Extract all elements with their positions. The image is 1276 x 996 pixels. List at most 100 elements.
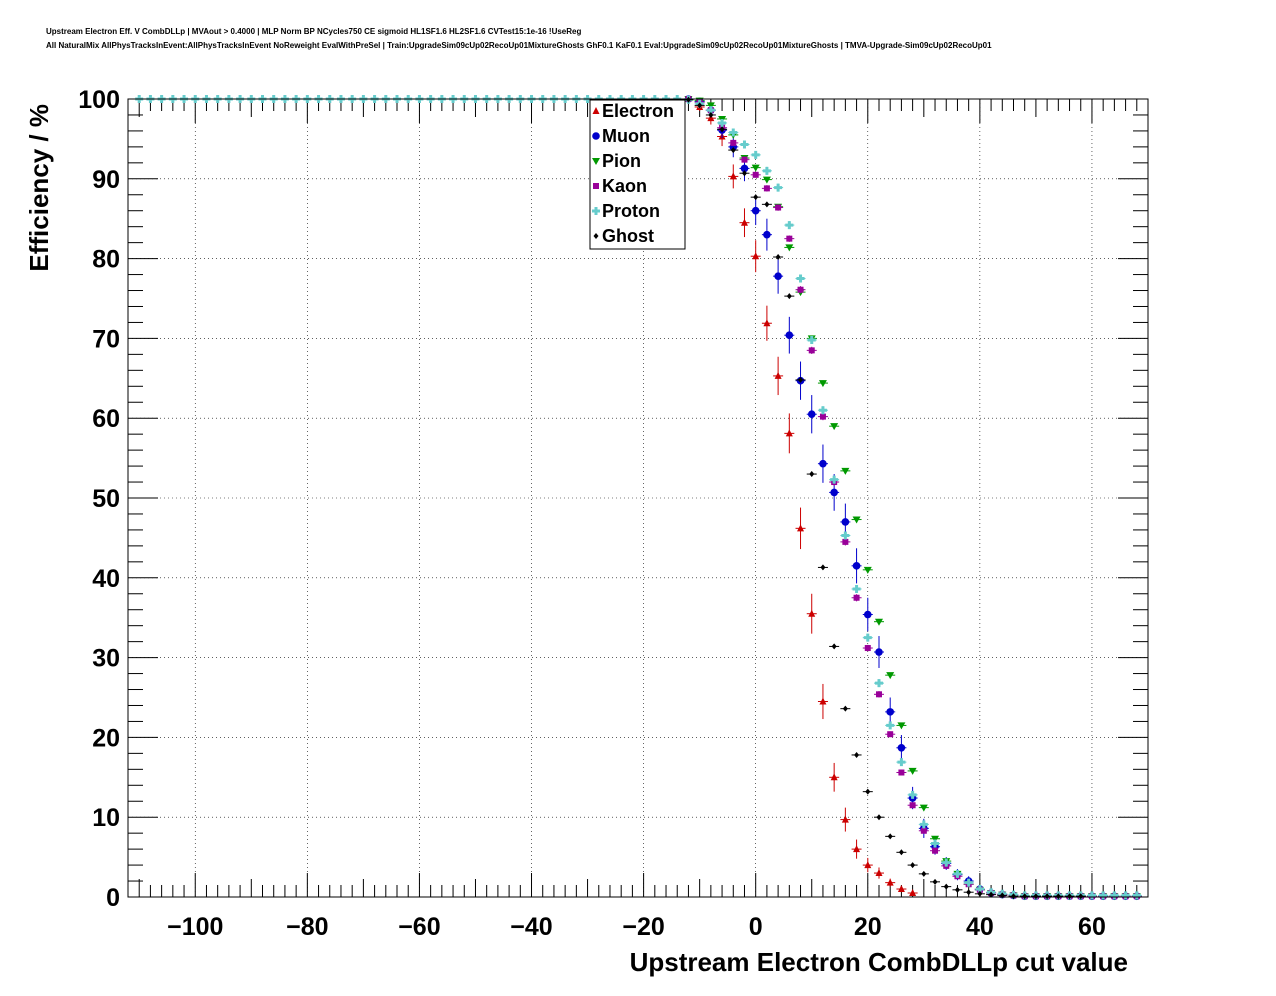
data-point [842, 538, 849, 545]
data-point [762, 166, 771, 175]
y-tick-label: 20 [92, 724, 120, 752]
legend-box [589, 99, 686, 250]
data-point [796, 274, 805, 283]
data-point [931, 839, 940, 848]
data-point [798, 376, 804, 383]
data-point [797, 524, 805, 532]
data-point [863, 566, 872, 574]
x-tick-label: 20 [854, 913, 882, 941]
data-point [730, 139, 737, 146]
data-point [909, 802, 916, 809]
data-point [1033, 893, 1039, 900]
data-point [774, 272, 782, 280]
data-point [740, 140, 749, 149]
y-tick-label: 90 [92, 166, 120, 194]
x-tick-label: −20 [622, 913, 664, 941]
data-point [853, 845, 861, 853]
data-point [740, 218, 748, 226]
legend-marker [592, 158, 600, 165]
data-point [897, 743, 906, 752]
data-point [897, 758, 906, 767]
x-tick-label: 60 [1078, 913, 1106, 941]
data-point [1110, 891, 1119, 900]
data-point [1022, 893, 1028, 900]
data-point [932, 878, 938, 885]
data-point [830, 773, 838, 781]
x-axis-title: Upstream Electron CombDLLp cut value [630, 947, 1128, 977]
data-point [807, 410, 816, 419]
data-point [841, 531, 850, 540]
data-point [841, 518, 850, 526]
data-point [774, 183, 783, 192]
data-point [762, 176, 771, 184]
data-point [852, 516, 861, 524]
data-point [1044, 893, 1050, 900]
data-point [785, 221, 794, 230]
data-point [729, 172, 737, 180]
y-tick-label: 60 [92, 405, 120, 433]
data-point [842, 705, 848, 712]
data-point [819, 697, 827, 705]
data-point [953, 869, 962, 878]
data-point [841, 467, 850, 475]
data-point [853, 594, 860, 601]
data-point [753, 194, 759, 201]
data-point [865, 788, 871, 795]
data-point [830, 488, 838, 497]
plot-frame [127, 98, 1149, 898]
data-point [887, 731, 894, 738]
data-point [887, 833, 893, 840]
legend: Electron Muon Pion Kaon Proton Ghost [589, 99, 686, 250]
data-point [966, 889, 972, 896]
data-point [763, 230, 771, 239]
data-point [775, 254, 781, 261]
data-point [751, 150, 760, 159]
data-point [1121, 891, 1130, 900]
series-kaon [683, 96, 1142, 900]
data-point [897, 885, 905, 893]
data-point [875, 691, 882, 698]
data-point [807, 335, 816, 344]
data-point [785, 429, 793, 437]
y-tick-label: 30 [92, 645, 120, 673]
data-point [1099, 891, 1108, 900]
data-point [763, 319, 771, 327]
data-point [874, 618, 883, 626]
y-axis-title: Efficiency / % [24, 104, 54, 272]
x-tick-label: −100 [167, 913, 223, 941]
data-point [741, 156, 748, 163]
y-tick-label: 40 [92, 565, 120, 593]
data-point [852, 584, 861, 593]
data-point [763, 185, 770, 192]
y-tick-label: 10 [92, 804, 120, 832]
data-point [685, 96, 691, 103]
series-muon [683, 95, 1142, 901]
x-tick-label: −40 [510, 913, 552, 941]
data-point [1055, 893, 1061, 900]
data-point [818, 380, 827, 388]
data-point [797, 286, 804, 293]
data-point [909, 889, 917, 897]
data-point [897, 722, 906, 730]
data-point [831, 643, 837, 650]
data-point [919, 820, 928, 829]
chart-title-line-2: All NaturalMix AllPhysTracksInEvent:AllP… [46, 41, 992, 50]
data-point [921, 870, 927, 877]
data-point [819, 459, 827, 468]
data-point [898, 769, 905, 776]
data-point [786, 235, 793, 242]
data-point [841, 815, 849, 823]
legend-marker [593, 233, 599, 239]
data-point [943, 883, 949, 890]
data-point [764, 201, 770, 208]
data-point [1078, 893, 1084, 900]
x-tick-label: −80 [286, 913, 328, 941]
data-point [1010, 893, 1016, 900]
data-point [752, 252, 760, 260]
data-point [808, 609, 816, 617]
data-point [785, 244, 794, 252]
data-point [931, 835, 940, 843]
data-point [719, 126, 725, 133]
data-point [1087, 891, 1096, 900]
data-point [910, 862, 916, 869]
